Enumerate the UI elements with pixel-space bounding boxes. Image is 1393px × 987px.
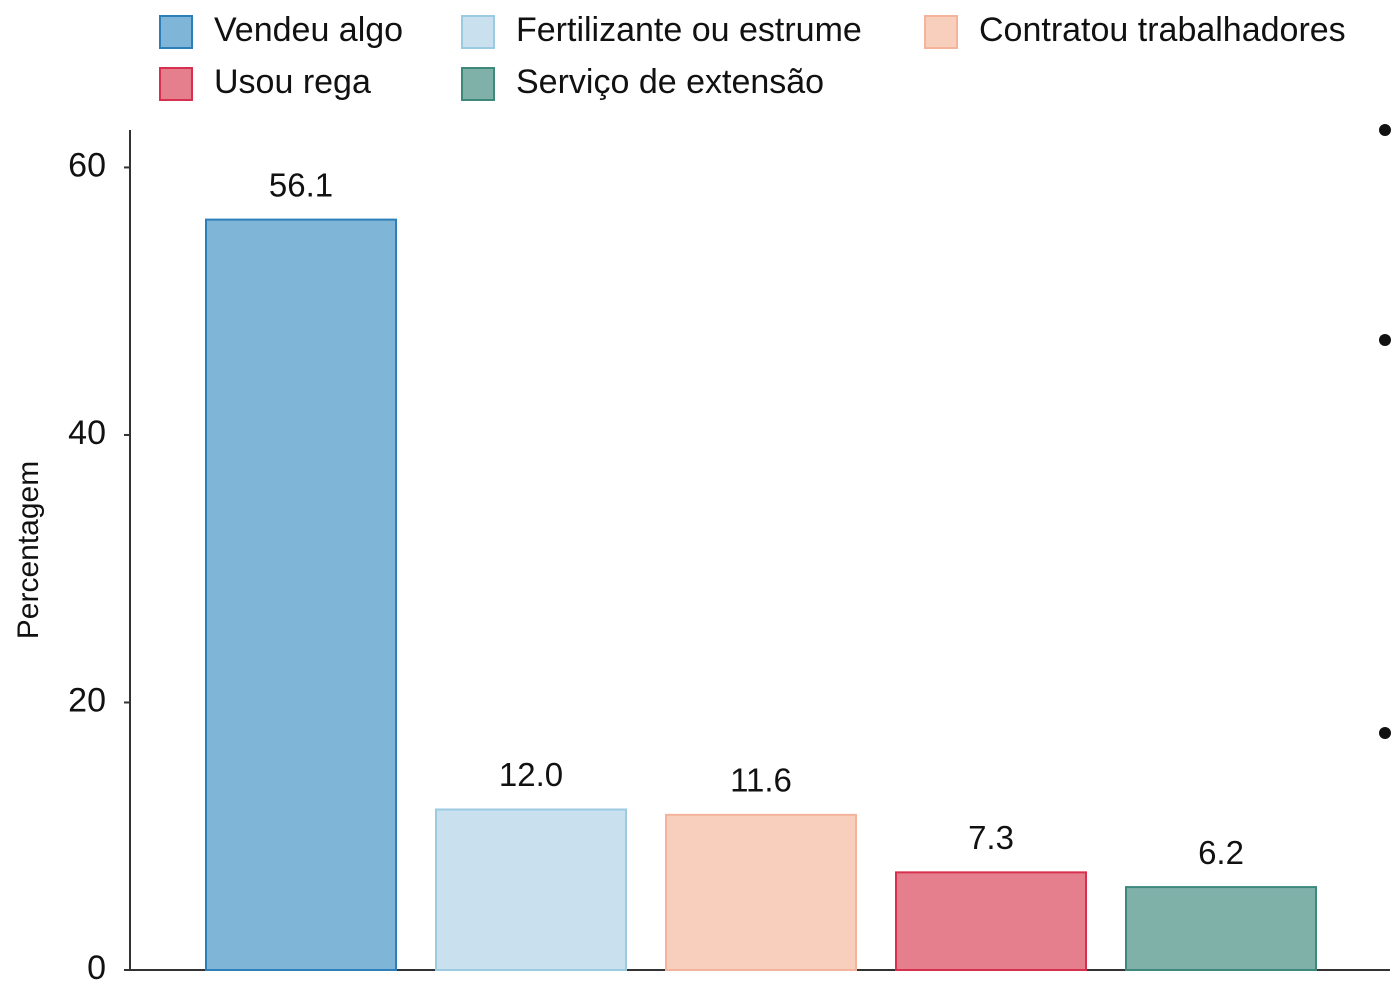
y-tick-label: 40 <box>68 414 106 452</box>
bar <box>895 871 1087 971</box>
bar <box>205 218 397 971</box>
value-label: 6.2 <box>1198 834 1244 871</box>
bullet <box>1379 124 1391 136</box>
legend-label: Usou rega <box>214 63 371 101</box>
legend-swatch <box>924 15 958 49</box>
bar <box>1125 886 1317 972</box>
bullet <box>1379 727 1391 739</box>
y-tick-label: 0 <box>87 949 106 987</box>
value-label: 56.1 <box>269 166 333 203</box>
bar <box>435 808 627 971</box>
legend-swatch <box>461 67 495 101</box>
y-axis-label: Percentagem <box>12 461 45 639</box>
legend-swatch <box>159 15 193 49</box>
legend-swatch <box>159 67 193 101</box>
legend-label: Fertilizante ou estrume <box>516 11 862 49</box>
value-label: 11.6 <box>730 762 792 799</box>
legend-label: Contratou trabalhadores <box>979 11 1346 49</box>
bullet <box>1379 334 1391 346</box>
legend-label: Serviço de extensão <box>516 63 824 101</box>
value-label: 12.0 <box>499 756 563 793</box>
y-tick-label: 60 <box>68 146 106 184</box>
bar <box>665 813 857 971</box>
legend-swatch <box>461 15 495 49</box>
legend-label: Vendeu algo <box>214 11 403 49</box>
value-label: 7.3 <box>968 819 1014 856</box>
y-tick-label: 20 <box>68 681 106 719</box>
